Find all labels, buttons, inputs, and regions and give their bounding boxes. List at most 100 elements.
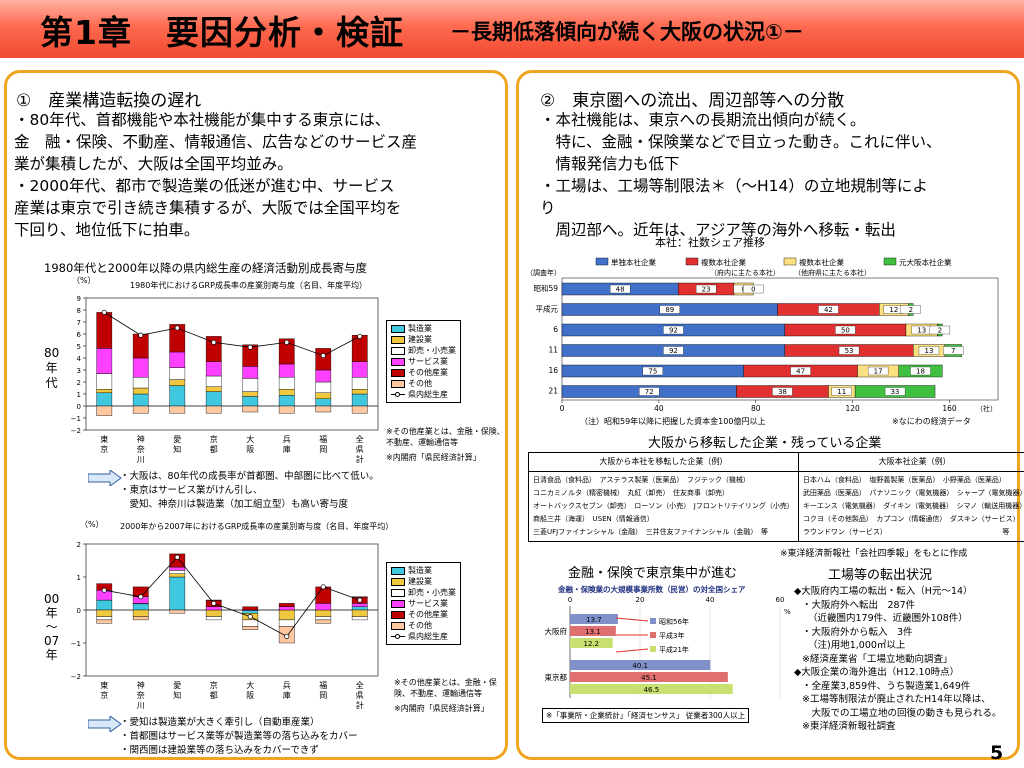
x-tick-label: 40 bbox=[654, 404, 664, 413]
data-label: 12.2 bbox=[584, 640, 600, 648]
bar-segment bbox=[205, 386, 222, 392]
data-label: 42 bbox=[824, 306, 833, 314]
bar-segment bbox=[278, 603, 295, 607]
bar-segment bbox=[315, 392, 332, 400]
legend-item: 卸売・小売業 bbox=[391, 587, 456, 598]
right-paragraph: ・本社機能は、東京への長期流出傾向が続く。 特に、金融・保険業などで目立った動き… bbox=[540, 111, 942, 239]
legend-item: 卸売・小売業 bbox=[391, 345, 456, 356]
bar-segment bbox=[315, 369, 332, 383]
data-label: 48 bbox=[616, 286, 625, 294]
year-axis-label: （調査年） bbox=[526, 268, 561, 277]
bar-segment bbox=[96, 392, 113, 407]
section-title: 1980年代と2000年以降の県内総生産の経済活動別成長寄与度 bbox=[44, 261, 368, 275]
bar-segment bbox=[132, 603, 149, 611]
bar-segment bbox=[242, 378, 259, 392]
bar-segment bbox=[315, 381, 332, 394]
x-tick-label: 大 bbox=[246, 680, 254, 690]
legend-swatch bbox=[650, 618, 656, 624]
bar-segment bbox=[169, 379, 186, 386]
legend-label: その他産業 bbox=[408, 610, 448, 619]
legend-swatch bbox=[391, 379, 405, 388]
legend-label: その他産業 bbox=[408, 368, 448, 377]
data-label-box bbox=[867, 366, 889, 376]
bar-segment bbox=[278, 388, 295, 396]
bar-segment bbox=[242, 396, 259, 407]
bar-segment bbox=[132, 376, 149, 389]
legend-sublabel: （他府県に主たる本社） bbox=[794, 268, 871, 277]
bar-segment bbox=[278, 619, 295, 627]
bar-segment bbox=[96, 373, 113, 390]
legend-sublabel: （府内に主たる本社） bbox=[710, 268, 780, 277]
chart2-title: 2000年から2007年におけるGRP成長率の産業別寄与度（名目、年度平均） bbox=[120, 522, 394, 531]
bar-segment bbox=[351, 376, 368, 390]
bar-segment bbox=[278, 394, 295, 407]
finance-chart: 0 20 40 60% 大阪府 13.7 13.1 12.2 東京都 40.1 45.1 46.5 昭和… bbox=[545, 596, 791, 698]
bar-segment bbox=[132, 387, 149, 395]
total-point bbox=[320, 584, 326, 590]
chart2-side-label: 00 年～ 07 年 bbox=[44, 592, 60, 662]
y-tick-label: 9 bbox=[77, 295, 81, 303]
data-label: 53 bbox=[845, 347, 854, 355]
total-point bbox=[138, 332, 144, 338]
table-header: 大阪から本社を移転した企業（例） bbox=[528, 452, 799, 472]
y-tick-label: 8 bbox=[77, 307, 81, 315]
factory-title: 工場等の転出状況 bbox=[828, 568, 933, 583]
bar-segment bbox=[132, 357, 149, 378]
x-tick-label: 160 bbox=[942, 404, 957, 413]
legend-label: 複数本社企業 bbox=[799, 257, 844, 267]
x-tick-label: 知 bbox=[173, 444, 181, 454]
data-label-box bbox=[695, 284, 717, 294]
bar-segment bbox=[351, 616, 368, 621]
bar-segment bbox=[278, 376, 295, 390]
bar-segment bbox=[242, 619, 259, 627]
data-label-box bbox=[659, 305, 680, 314]
x-tick-label: 岡 bbox=[319, 445, 327, 454]
bar-segment bbox=[169, 324, 186, 353]
x-tick-label: 80 bbox=[751, 404, 761, 413]
legend-swatch bbox=[391, 599, 405, 608]
x-tick-label: 全 bbox=[356, 434, 364, 444]
y-tick-label: −2 bbox=[71, 427, 81, 435]
legend-swatch bbox=[391, 577, 405, 586]
arrow-icon bbox=[88, 470, 122, 486]
data-label-box bbox=[910, 366, 931, 376]
bar-segment bbox=[351, 603, 368, 607]
data-label: 46.5 bbox=[644, 686, 660, 694]
x-tick-label: 県 bbox=[356, 445, 364, 454]
chart1-title: 1980年代におけるGRP成長率の産業別寄与度（名目、年度平均） bbox=[130, 281, 367, 290]
legend-swatch bbox=[391, 335, 405, 344]
bar bbox=[570, 614, 618, 624]
data-label: 38 bbox=[778, 388, 787, 396]
bar-segment bbox=[242, 626, 259, 630]
y-tick-label: 2 bbox=[77, 541, 81, 549]
data-label: 13 bbox=[917, 327, 926, 335]
data-label: 92 bbox=[669, 327, 678, 335]
x-tick-label: 阪 bbox=[246, 691, 254, 700]
data-label: 0 bbox=[751, 286, 755, 294]
legend-swatch bbox=[685, 257, 699, 266]
x-axis-unit: % bbox=[784, 608, 791, 616]
legend-swatch bbox=[391, 324, 405, 333]
data-label: 45.1 bbox=[641, 674, 657, 682]
y-tick-label: −1 bbox=[71, 640, 81, 648]
x-tick-label: 40 bbox=[706, 596, 715, 604]
bar-segment bbox=[205, 405, 222, 414]
legend-swatch bbox=[650, 632, 656, 638]
x-tick-label: 20 bbox=[636, 596, 645, 604]
data-label: 50 bbox=[841, 327, 850, 335]
legend-swatch bbox=[391, 588, 405, 597]
hbar-note-left: （注）昭和59年以降に把握した資本金100億円以上 bbox=[580, 417, 766, 426]
legend-label: サービス業 bbox=[408, 357, 448, 366]
osaka-companies-cell: 日本ハム（食料品） 塩野義製薬（医薬品） 小野薬品（医薬品） 武田薬品（医薬品） … bbox=[797, 471, 1024, 542]
data-label-box bbox=[900, 305, 921, 314]
data-label-box bbox=[772, 387, 793, 396]
legend-label: 県内総生産 bbox=[408, 632, 448, 641]
left-heading: ① 産業構造転換の遅れ bbox=[16, 91, 202, 111]
data-label: 75 bbox=[648, 368, 657, 376]
bar-segment bbox=[315, 603, 332, 611]
y-tick-label: 5 bbox=[77, 343, 81, 351]
x-tick-label: 川 bbox=[137, 455, 145, 464]
total-point bbox=[247, 344, 253, 350]
bar-segment bbox=[315, 398, 332, 407]
